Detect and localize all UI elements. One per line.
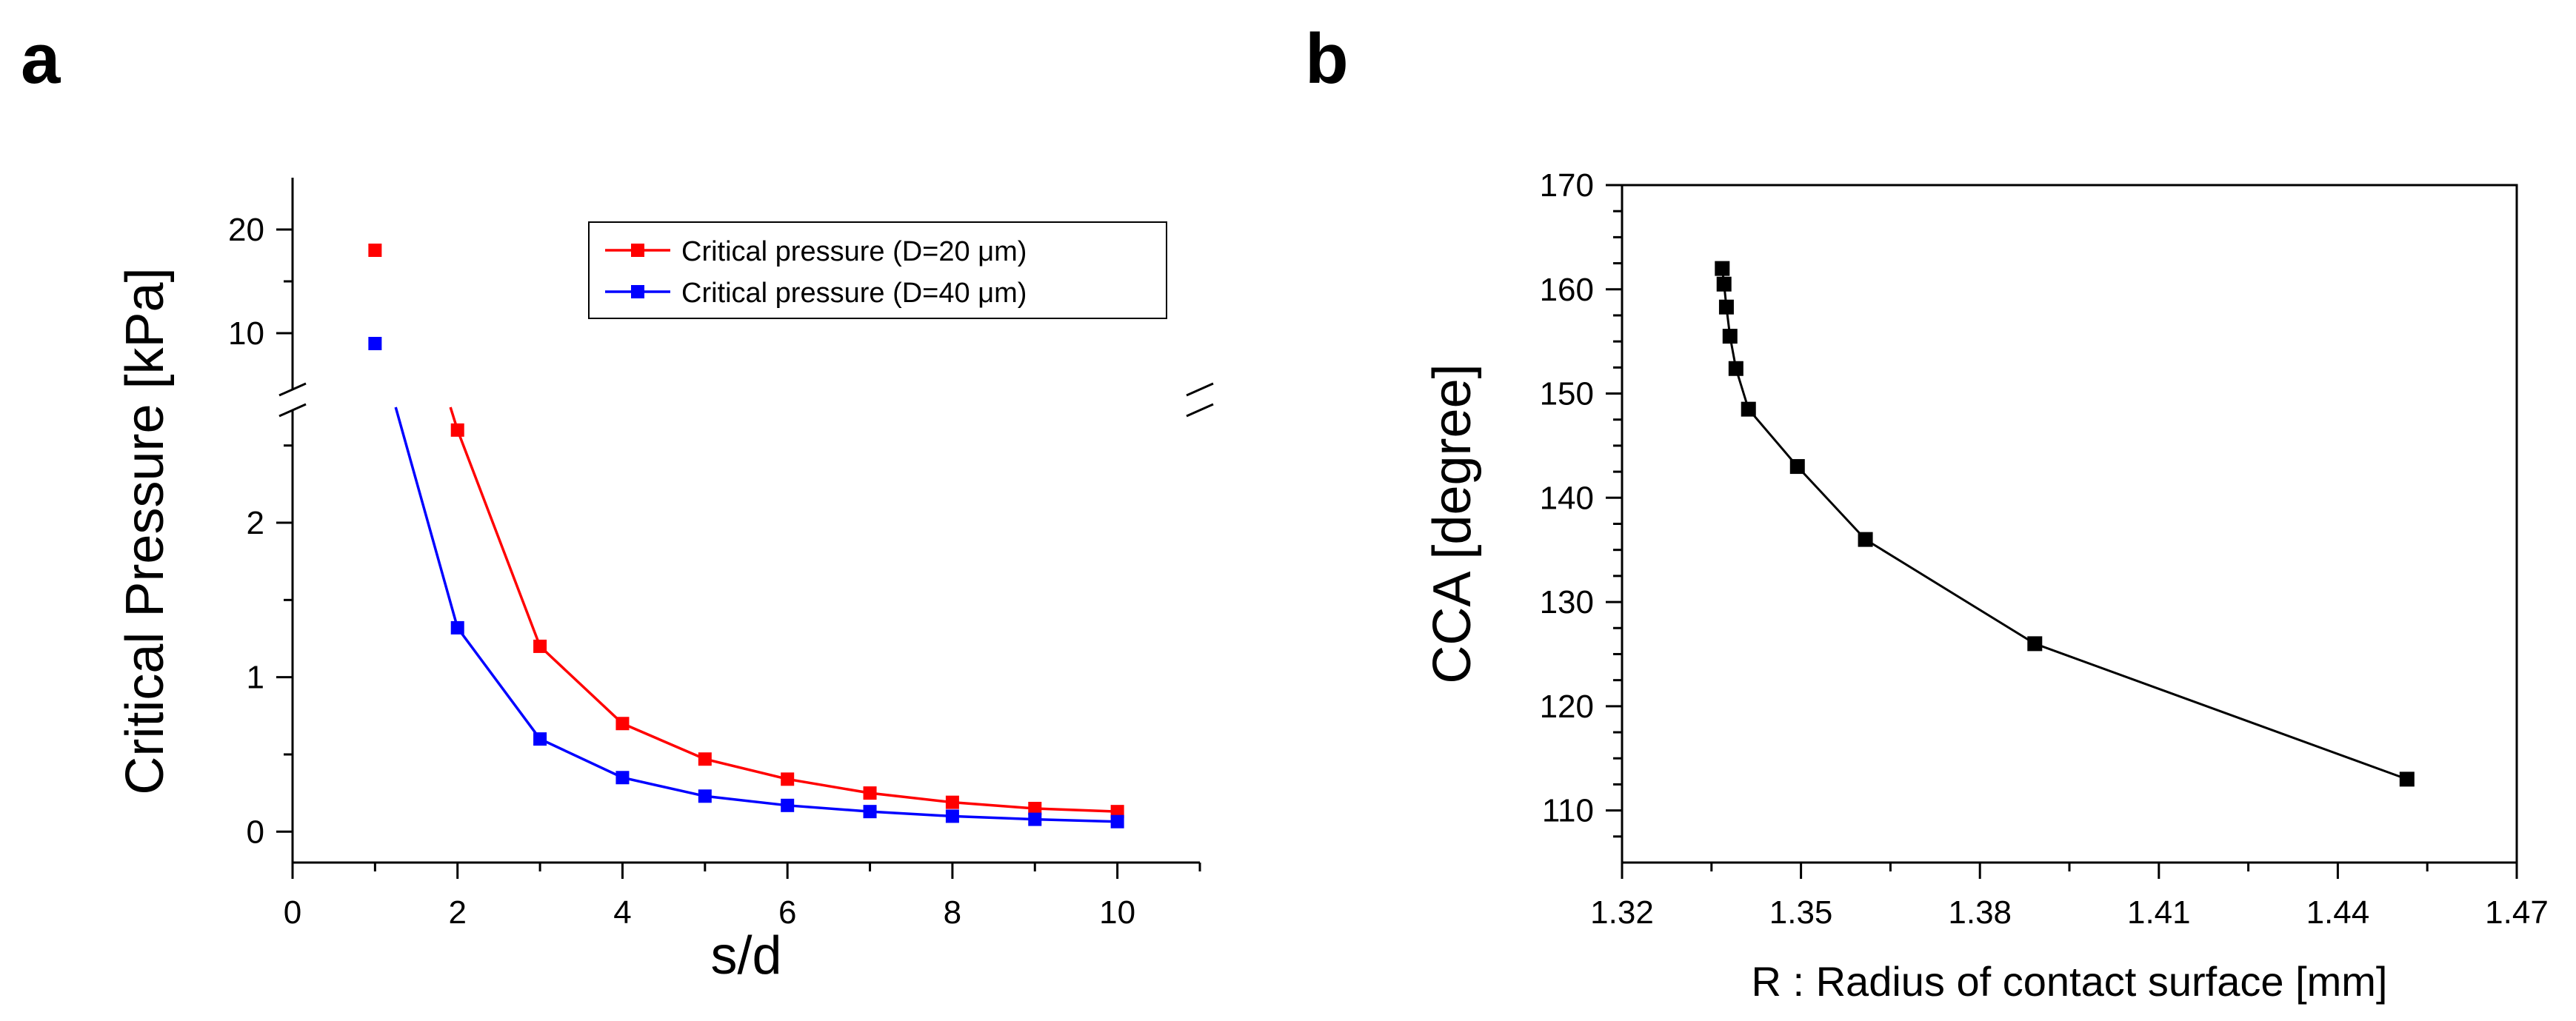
x-tick-label: 8 xyxy=(944,894,961,931)
x-tick-label: 0 xyxy=(284,894,301,931)
x-tick-label: 1.47 xyxy=(2485,894,2549,931)
data-point xyxy=(450,620,464,635)
data-point xyxy=(450,423,464,437)
x-axis-title: R : Radius of contact surface [mm] xyxy=(1752,958,2388,1005)
data-point xyxy=(1715,261,1730,276)
data-point xyxy=(781,772,795,786)
y-axis-title: Critical Pressure [kPa] xyxy=(116,267,175,794)
data-point xyxy=(863,805,877,819)
y-tick-label: 20 xyxy=(228,212,264,248)
chart-b-cca: 1.32 1.35 1.38 1.41 1.44 1.47 110 120 130 140 150 1… xyxy=(1423,167,2549,1005)
data-point xyxy=(1789,459,1805,475)
y-tick-label: 0 xyxy=(247,814,264,850)
data-point xyxy=(2027,636,2043,652)
plot-frame xyxy=(1621,184,2518,864)
data-point xyxy=(533,639,547,653)
y-tick-label: 10 xyxy=(228,315,264,352)
data-point xyxy=(368,244,382,257)
data-point xyxy=(698,752,712,766)
data-point xyxy=(1110,805,1124,819)
y-tick-label: 150 xyxy=(1540,376,1594,412)
data-point xyxy=(533,732,547,746)
axis-break-mark xyxy=(1186,382,1214,397)
data-point xyxy=(1741,401,1756,417)
data-point xyxy=(1858,532,1873,547)
data-point xyxy=(781,798,795,812)
data-point xyxy=(1722,329,1738,344)
data-point xyxy=(945,809,959,823)
x-tick-label: 4 xyxy=(613,894,631,931)
legend-label-0: Critical pressure (D=20 μm) xyxy=(681,236,1027,267)
data-point xyxy=(698,789,712,803)
x-tick-label: 6 xyxy=(778,894,796,931)
x-axis-title: s/d xyxy=(710,926,781,985)
x-tick-label: 1.32 xyxy=(1590,894,1654,931)
y-tick-label: 110 xyxy=(1542,793,1594,829)
series-line-1 xyxy=(456,626,1118,823)
data-point xyxy=(863,786,877,800)
y-tick-label: 160 xyxy=(1540,272,1594,308)
x-tick-label: 1.44 xyxy=(2306,894,2370,931)
legend-label-1: Critical pressure (D=40 μm) xyxy=(681,278,1027,309)
y-tick-label: 120 xyxy=(1540,689,1594,725)
x-tick-label: 1.35 xyxy=(1769,894,1833,931)
data-point xyxy=(1110,814,1124,828)
x-tick-label: 1.41 xyxy=(2127,894,2191,931)
data-point xyxy=(1718,299,1734,315)
data-point xyxy=(615,771,630,785)
y-tick-label: 2 xyxy=(247,505,264,541)
x-tick-label: 2 xyxy=(448,894,466,931)
series-break-segment-1 xyxy=(394,406,459,629)
y-axis-title: CCA [degree] xyxy=(1423,364,1482,683)
series-line-0 xyxy=(456,429,1118,813)
axis-break-mark xyxy=(278,403,307,418)
x-tick-label: 1.38 xyxy=(1948,894,2012,931)
x-tick-label: 10 xyxy=(1099,894,1135,931)
chart-a-critical-pressure: 0 2 4 6 8 10 0 1 2 10 20 s/d Critical Pressure [kPa]… xyxy=(116,178,1214,985)
panel-label-b: b xyxy=(1305,19,1349,98)
legend-marker-1 xyxy=(631,285,644,298)
data-point xyxy=(615,717,630,731)
legend-marker-0 xyxy=(631,244,644,257)
data-point xyxy=(368,337,382,350)
legend-box xyxy=(588,221,1167,319)
data-point xyxy=(2399,771,2415,787)
series-line-0 xyxy=(1721,268,2408,780)
data-point xyxy=(945,795,959,809)
data-point xyxy=(1728,361,1744,376)
data-point xyxy=(1716,276,1732,292)
axis-break-mark xyxy=(278,382,307,397)
axis-break-mark xyxy=(1186,403,1214,418)
data-point xyxy=(1028,801,1042,815)
panel-label-a: a xyxy=(21,19,61,98)
y-tick-label: 130 xyxy=(1540,584,1594,620)
y-tick-label: 1 xyxy=(247,660,264,696)
y-tick-label: 140 xyxy=(1540,480,1594,516)
data-point xyxy=(1028,812,1042,826)
y-tick-label: 170 xyxy=(1540,167,1594,204)
